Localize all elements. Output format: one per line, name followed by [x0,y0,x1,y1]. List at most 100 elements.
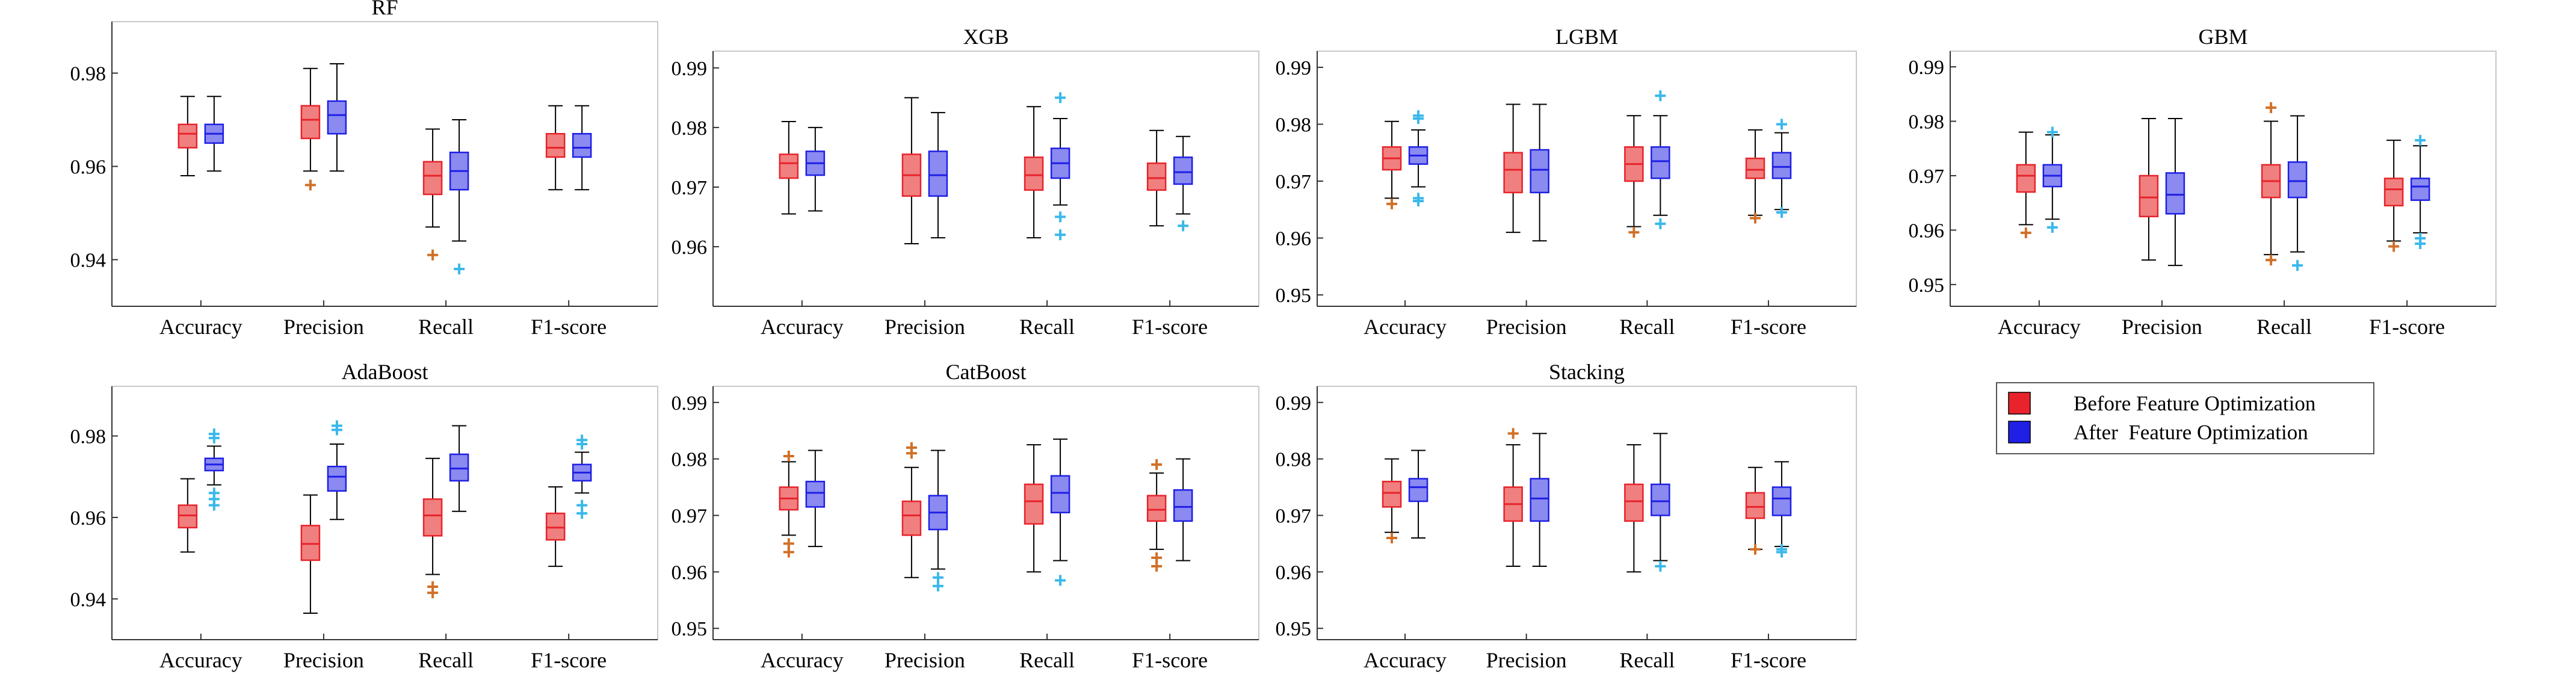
box-before-recall [2261,102,2281,266]
x-tick-label: Recall [1019,315,1075,339]
box-before-precision [1503,428,1523,567]
outlier [1776,207,1787,218]
box-before-precision [1503,104,1523,233]
box-after-f1-score [1173,458,1193,561]
legend-label-after: After Feature Optimization [2074,421,2308,444]
legend-swatch-after [2008,421,2031,443]
y-tick-label: 0.95 [1909,274,1945,297]
panel-gbm: GBM 0.95 0.96 0.97 0.98 0.99 Accuracy Precision… [1909,25,2497,339]
y-tick-label: 0.95 [1276,618,1312,640]
outlier [1628,227,1640,238]
x-tick-label: F1-score [1132,648,1208,672]
iqr-box [1024,483,1044,525]
outlier [1655,218,1666,229]
iqr-box [572,133,592,158]
y-tick-label: 0.94 [70,589,107,611]
panel-title: AdaBoost [342,360,428,384]
x-tick-label: F1-score [1132,315,1208,339]
x-tick-label: Accuracy [159,315,242,339]
iqr-box [1771,152,1792,179]
box-before-recall [1624,115,1644,238]
iqr-box [422,498,443,537]
iqr-box [1530,478,1549,522]
iqr-box [2383,178,2404,206]
box-after-accuracy [1408,110,1429,207]
box-after-recall [1050,92,1070,241]
panel-title: CatBoost [945,360,1026,384]
x-tick-label: Accuracy [761,315,844,339]
iqr-box [1530,149,1549,194]
box-before-f1-score [1745,466,1765,555]
y-tick-label: 0.95 [1276,285,1312,307]
y-tick-label: 0.95 [672,618,708,640]
iqr-box [545,133,566,158]
y-tick-label: 0.98 [1276,114,1312,136]
iqr-box [327,466,347,492]
x-tick-label: Recall [1019,648,1075,672]
panel-catboost: CatBoost 0.95 0.96 0.97 0.98 0.99 Accuracy Prec… [672,360,1259,672]
box-after-recall [2287,115,2308,271]
outlier [1151,560,1163,572]
outlier [2266,255,2277,266]
outlier [1055,211,1066,223]
iqr-box [178,123,198,149]
iqr-box [805,480,826,508]
box-before-recall [422,128,443,261]
outlier [1386,533,1398,544]
box-after-precision [2165,118,2185,267]
outlier [906,448,917,459]
x-tick-label: Recall [1619,648,1675,672]
y-tick-label: 0.96 [672,236,708,259]
y-tick-label: 0.98 [1276,449,1312,471]
x-tick-label: Precision [1486,315,1567,339]
y-tick-label: 0.98 [672,117,708,140]
iqr-box [1503,152,1523,194]
box-before-recall [422,457,443,599]
outlier [1386,198,1398,209]
box-after-accuracy [2042,126,2063,233]
x-tick-label: Accuracy [1998,315,2081,339]
outlier [1776,119,1787,130]
box-before-accuracy [779,450,799,558]
iqr-box [1050,475,1070,514]
y-tick-label: 0.94 [70,250,107,272]
outlier [2388,241,2400,252]
iqr-box [422,161,443,196]
y-tick-label: 0.98 [1909,111,1945,134]
legend-label-before: Before Feature Optimization [2074,392,2315,415]
y-tick-label: 0.96 [70,507,107,530]
iqr-box [545,512,566,541]
y-tick-label: 0.96 [70,156,107,179]
box-after-accuracy [204,96,224,172]
y-tick-label: 0.99 [1909,57,1945,79]
outlier [1655,560,1666,572]
outlier [427,249,439,261]
box-after-f1-score [572,434,592,519]
panel-title: LGBM [1555,25,1618,49]
y-tick-label: 0.99 [1276,392,1312,415]
iqr-box [300,105,321,140]
iqr-box [2410,178,2430,201]
outlier [1507,428,1519,439]
x-tick-label: Recall [2256,315,2312,339]
x-tick-label: F1-score [1731,648,1806,672]
outlier [2266,102,2277,113]
outlier [1749,212,1761,224]
x-tick-label: Accuracy [1364,648,1447,672]
box-after-f1-score [572,105,592,191]
iqr-box [1771,486,1792,516]
iqr-box [1146,495,1167,522]
box-after-precision [327,420,347,521]
panel-stacking: Stacking 0.95 0.96 0.97 0.98 0.99 Accuracy Prec… [1276,360,1857,672]
x-tick-label: Precision [885,315,965,339]
outlier [2020,227,2031,238]
outlier [2046,221,2058,233]
x-tick-label: Accuracy [1364,315,1447,339]
box-after-precision [327,63,347,172]
y-tick-label: 0.97 [1909,165,1945,188]
box-before-accuracy [2016,131,2036,238]
box-before-f1-score [1146,129,1167,227]
outlier [1749,543,1761,555]
